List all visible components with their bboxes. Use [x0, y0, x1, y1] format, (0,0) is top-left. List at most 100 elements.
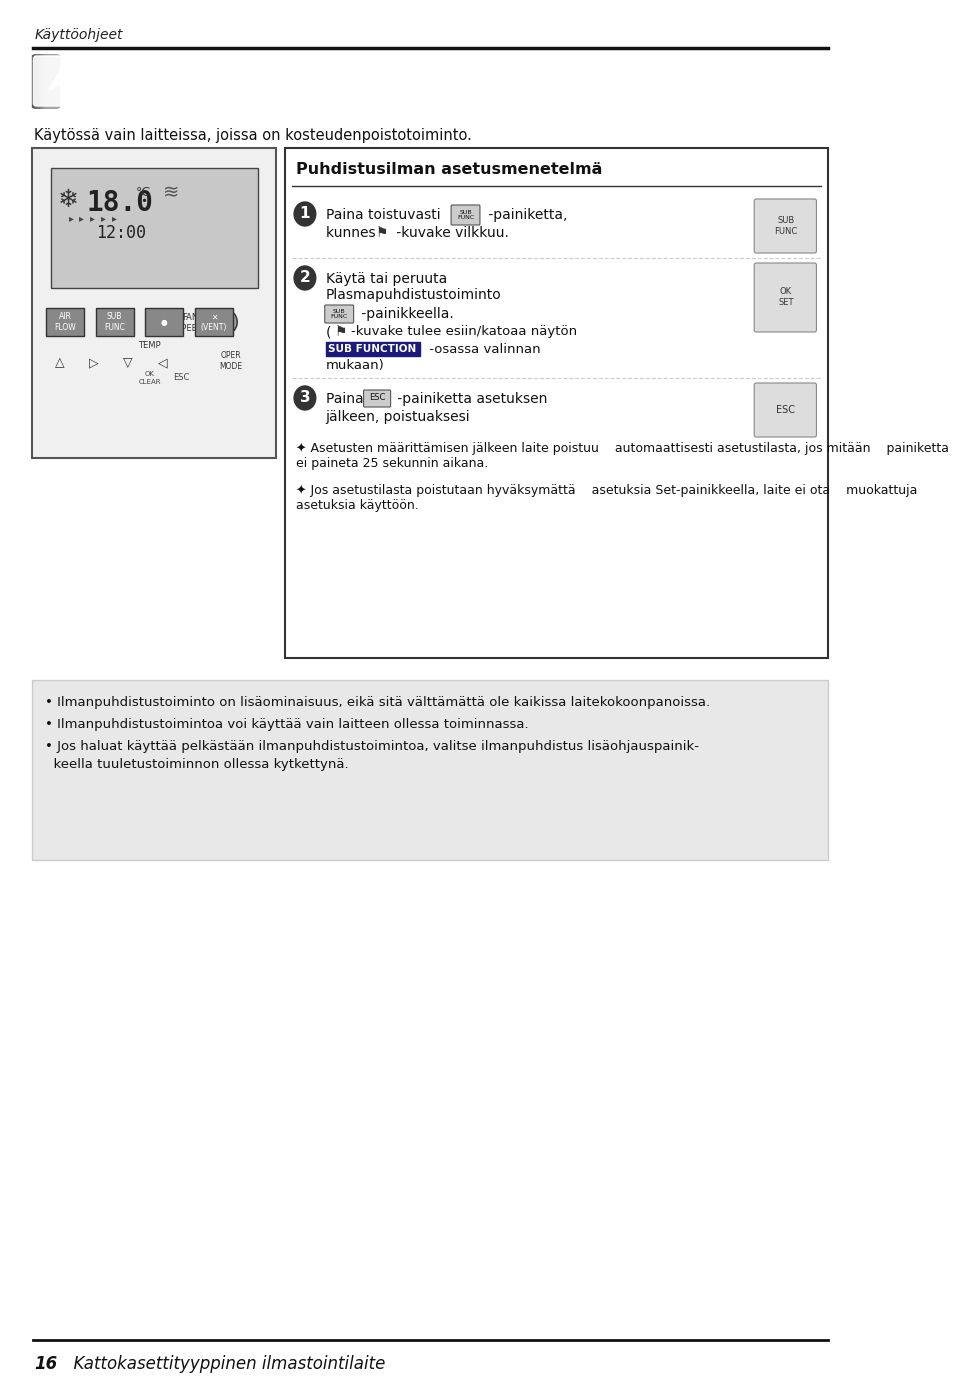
Bar: [325, 342, 420, 356]
Bar: [36, 55, 50, 106]
Text: ▸: ▸: [91, 213, 95, 223]
Text: • Ilmanpuhdistustoiminto on lisäominaisuus, eikä sitä välttämättä ole kaikissa l: • Ilmanpuhdistustoiminto on lisäominaisu…: [45, 696, 709, 708]
Text: (: (: [325, 325, 331, 339]
Bar: [38, 55, 51, 106]
Text: ▽: ▽: [123, 357, 132, 370]
Text: ✦ Jos asetustilasta poistutaan hyväksymättä    asetuksia Set-painikkeella, laite: ✦ Jos asetustilasta poistutaan hyväksymä…: [295, 484, 917, 512]
Bar: [45, 55, 58, 106]
Bar: [40, 55, 53, 106]
Bar: [36, 55, 50, 106]
Text: Alatoiminto - Plasmapuhdistus: Alatoiminto - Plasmapuhdistus: [50, 66, 578, 95]
Bar: [38, 55, 51, 106]
Bar: [44, 55, 57, 106]
Bar: [33, 55, 47, 106]
FancyBboxPatch shape: [33, 56, 74, 106]
Bar: [37, 55, 51, 106]
Text: -painiketta,: -painiketta,: [483, 209, 566, 223]
Text: SUB
FUNC: SUB FUNC: [331, 308, 348, 319]
FancyBboxPatch shape: [754, 263, 816, 332]
Text: keella tuuletustoiminnon ollessa kytkettynä.: keella tuuletustoiminnon ollessa kytkett…: [45, 757, 349, 771]
Bar: [32, 680, 827, 860]
Text: ▸: ▸: [69, 213, 73, 223]
Bar: [43, 55, 56, 106]
Bar: [194, 308, 233, 336]
Text: Käyttöohjeet: Käyttöohjeet: [34, 28, 123, 42]
Bar: [36, 55, 50, 106]
Text: ◁: ◁: [157, 357, 167, 370]
Bar: [40, 55, 53, 106]
Text: °C: °C: [136, 186, 152, 199]
Text: SUB
FUNC: SUB FUNC: [104, 312, 125, 332]
Text: FAN
SPEED: FAN SPEED: [176, 314, 204, 333]
Text: ESC: ESC: [369, 393, 385, 403]
Bar: [35, 55, 49, 106]
Bar: [41, 55, 54, 106]
Text: ▸: ▸: [112, 213, 116, 223]
Bar: [38, 55, 51, 106]
Bar: [145, 308, 183, 336]
Bar: [34, 55, 48, 106]
Text: -osassa valinnan: -osassa valinnan: [424, 343, 540, 356]
Bar: [42, 55, 55, 106]
Bar: [43, 55, 56, 106]
Text: Paina toistuvasti: Paina toistuvasti: [325, 209, 440, 223]
Text: AIR
FLOW: AIR FLOW: [54, 312, 75, 332]
Bar: [37, 55, 51, 106]
Bar: [39, 55, 51, 106]
Text: Käytä tai peruuta: Käytä tai peruuta: [325, 272, 446, 286]
Bar: [45, 55, 58, 106]
Text: Kattokasettityyppinen ilmastointilaite: Kattokasettityyppinen ilmastointilaite: [63, 1355, 385, 1373]
Bar: [36, 55, 50, 106]
Bar: [34, 55, 48, 106]
Text: TEMP: TEMP: [138, 342, 161, 350]
Text: ⏻: ⏻: [223, 316, 230, 328]
Text: △: △: [54, 357, 64, 370]
Bar: [34, 55, 48, 106]
Bar: [32, 55, 46, 106]
Text: 1: 1: [299, 206, 310, 221]
Text: • Ilmanpuhdistustoimintoa voi käyttää vain laitteen ollessa toiminnassa.: • Ilmanpuhdistustoimintoa voi käyttää va…: [45, 718, 528, 731]
Bar: [32, 148, 275, 458]
Text: 12:00: 12:00: [95, 224, 146, 242]
Text: 16: 16: [34, 1355, 57, 1373]
Text: ❄: ❄: [58, 188, 79, 211]
Bar: [285, 148, 827, 658]
FancyBboxPatch shape: [324, 305, 354, 323]
Text: 2: 2: [299, 270, 310, 286]
Bar: [42, 55, 55, 106]
Text: Paina: Paina: [325, 392, 367, 406]
FancyBboxPatch shape: [363, 391, 390, 407]
Bar: [38, 55, 51, 106]
Bar: [41, 55, 54, 106]
Text: • Jos haluat käyttää pelkästään ilmanpuhdistustoimintoa, valitse ilmanpuhdistus : • Jos haluat käyttää pelkästään ilmanpuh…: [45, 741, 699, 753]
Text: ▸: ▸: [79, 213, 84, 223]
Bar: [42, 55, 55, 106]
Circle shape: [294, 202, 315, 225]
Text: 3: 3: [299, 391, 310, 406]
Bar: [44, 55, 56, 106]
Bar: [41, 55, 54, 106]
Text: kunnes: kunnes: [325, 225, 379, 239]
Text: -kuvake vilkkuu.: -kuvake vilkkuu.: [391, 225, 508, 239]
Text: ⚑: ⚑: [335, 325, 347, 339]
Text: SUB
FUNC: SUB FUNC: [456, 210, 474, 220]
Bar: [95, 308, 133, 336]
Bar: [42, 55, 54, 106]
Text: ✦ Asetusten määrittämisen jälkeen laite poistuu    automaattisesti asetustilasta: ✦ Asetusten määrittämisen jälkeen laite …: [295, 442, 948, 470]
Bar: [46, 55, 59, 106]
FancyBboxPatch shape: [754, 199, 816, 253]
Bar: [35, 55, 49, 106]
Bar: [32, 55, 46, 106]
Circle shape: [294, 386, 315, 410]
FancyBboxPatch shape: [451, 204, 479, 225]
Bar: [45, 55, 57, 106]
Bar: [45, 55, 58, 106]
Bar: [34, 55, 48, 106]
Bar: [33, 55, 47, 106]
Text: SUB FUNCTION: SUB FUNCTION: [328, 344, 416, 354]
Bar: [44, 55, 57, 106]
Text: ESC: ESC: [776, 405, 795, 414]
Text: Plasmapuhdistustoiminto: Plasmapuhdistustoiminto: [325, 288, 501, 302]
FancyBboxPatch shape: [754, 384, 816, 437]
Bar: [36, 55, 49, 106]
